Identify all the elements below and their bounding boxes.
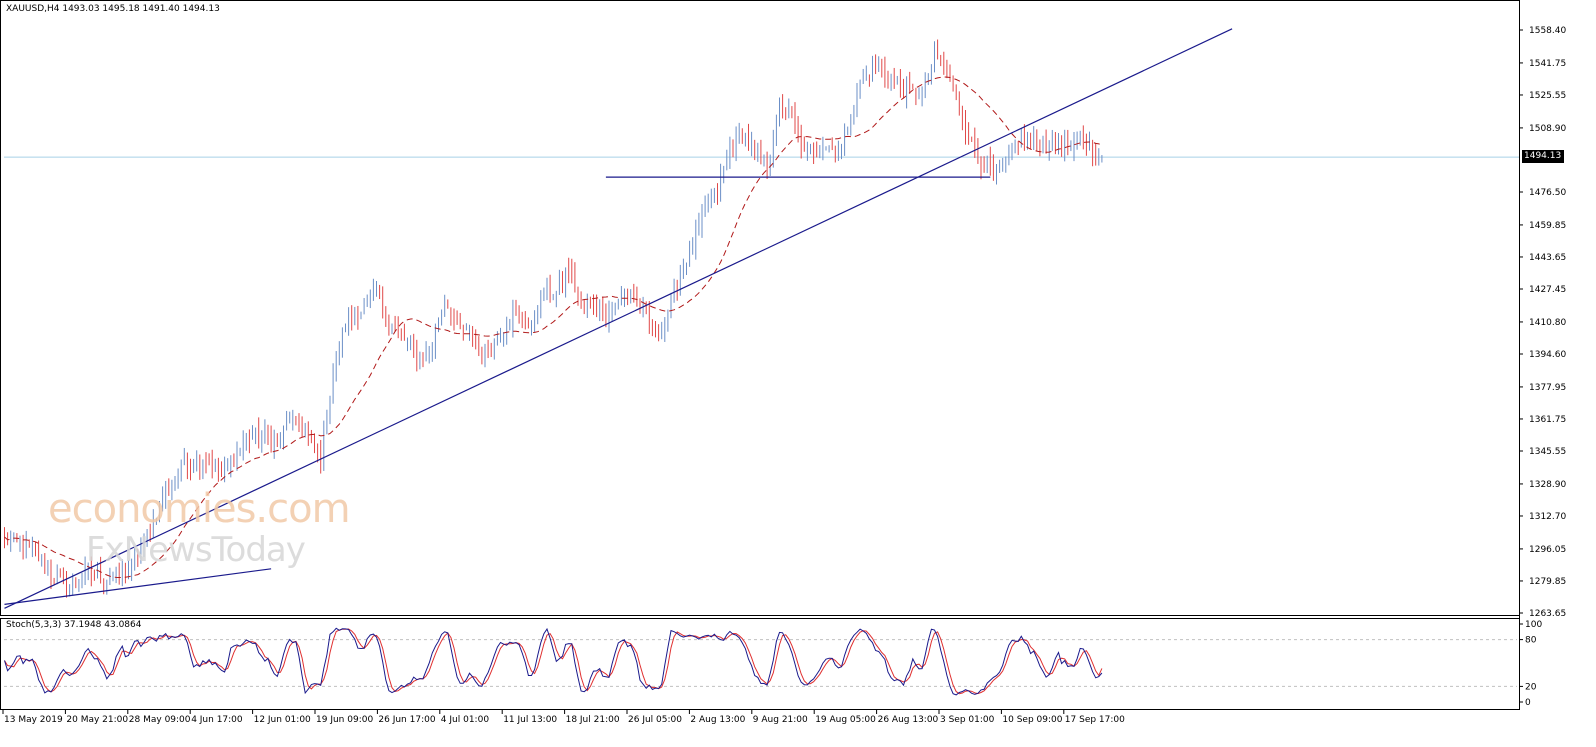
time-tick-label: 26 Jun 17:00	[378, 715, 435, 725]
main-uptrend-line	[4, 28, 1233, 609]
time-tick-label: 20 May 21:00	[66, 715, 128, 725]
stoch-signal-line	[4, 628, 1103, 695]
chart-title: XAUUSD,H4 1493.03 1495.18 1491.40 1494.1…	[6, 4, 220, 14]
stochastic-group	[4, 627, 1103, 696]
stoch-level-lines	[4, 639, 1517, 687]
stoch-tick-label: 100	[1525, 620, 1542, 630]
stoch-main-line	[4, 627, 1103, 696]
time-tick-label: 11 Jul 13:00	[503, 715, 557, 725]
time-tick-label: 9 Aug 21:00	[753, 715, 808, 725]
price-tick-label: 1263.65	[1529, 609, 1566, 619]
time-tick-label: 19 Jun 09:00	[316, 715, 373, 725]
time-tick-label: 3 Sep 01:00	[940, 715, 995, 725]
time-tick-label: 19 Aug 05:00	[815, 715, 876, 725]
moving-average-line	[4, 76, 1103, 579]
stoch-tick-label: 20	[1525, 682, 1537, 692]
stoch-title: Stoch(5,3,3) 37.1948 43.0864	[6, 620, 142, 630]
stoch-tick-label: 80	[1525, 636, 1537, 646]
time-tick-label: 13 May 2019	[4, 715, 63, 725]
time-tick-label: 28 May 09:00	[129, 715, 191, 725]
watermark-economies: economies.com	[48, 486, 351, 532]
time-tick-label: 17 Sep 17:00	[1065, 715, 1125, 725]
price-tick-label: 1476.50	[1529, 188, 1566, 198]
price-tick-label: 1508.90	[1529, 124, 1566, 134]
time-tick-label: 4 Jun 17:00	[191, 715, 243, 725]
lower-trendline-line	[4, 568, 272, 605]
price-tick-label: 1410.80	[1529, 318, 1566, 328]
time-tick-label: 10 Sep 09:00	[1002, 715, 1062, 725]
price-tick-label: 1558.40	[1529, 26, 1566, 36]
watermark-fxnewstoday: FxNewsToday	[86, 530, 306, 570]
price-tick-label: 1525.55	[1529, 91, 1566, 101]
price-tick-label: 1459.85	[1529, 221, 1566, 231]
price-tick-label: 1443.65	[1529, 253, 1566, 263]
time-tick-label: 2 Aug 13:00	[690, 715, 745, 725]
current-price-label: 1494.13	[1522, 150, 1564, 163]
price-tick-label: 1394.60	[1529, 350, 1566, 360]
price-tick-label: 1279.85	[1529, 577, 1566, 587]
time-tick-label: 26 Jul 05:00	[628, 715, 682, 725]
stoch-axis: 100 80 20 0	[1519, 620, 1542, 708]
candles-group	[4, 39, 1103, 598]
price-tick-label: 1361.75	[1529, 415, 1566, 425]
main-chart-frame	[0, 0, 1520, 616]
time-tick-label: 4 Jul 01:00	[441, 715, 490, 725]
price-tick-label: 1541.75	[1529, 59, 1566, 69]
price-tick-label: 1345.55	[1529, 447, 1566, 457]
price-tick-label: 1312.70	[1529, 512, 1566, 522]
time-tick-label: 26 Aug 13:00	[878, 715, 939, 725]
time-tick-label: 18 Jul 21:00	[566, 715, 620, 725]
price-tick-label: 1296.05	[1529, 545, 1566, 555]
time-tick-label: 12 Jun 01:00	[254, 715, 311, 725]
price-axis: 1558.40 1541.75 1525.55 1508.90 1476.50 1459.…	[1519, 26, 1566, 619]
stoch-tick-label: 0	[1525, 698, 1531, 708]
moving-average-group	[4, 76, 1103, 579]
stoch-panel-frame	[0, 618, 1520, 710]
price-tick-label: 1427.45	[1529, 285, 1566, 295]
price-tick-label: 1377.95	[1529, 383, 1566, 393]
trendlines-group	[4, 28, 1233, 609]
price-tick-label: 1328.90	[1529, 480, 1566, 490]
time-axis: 13 May 2019 20 May 21:00 28 May 09:00 4 Jun…	[2, 710, 1125, 725]
